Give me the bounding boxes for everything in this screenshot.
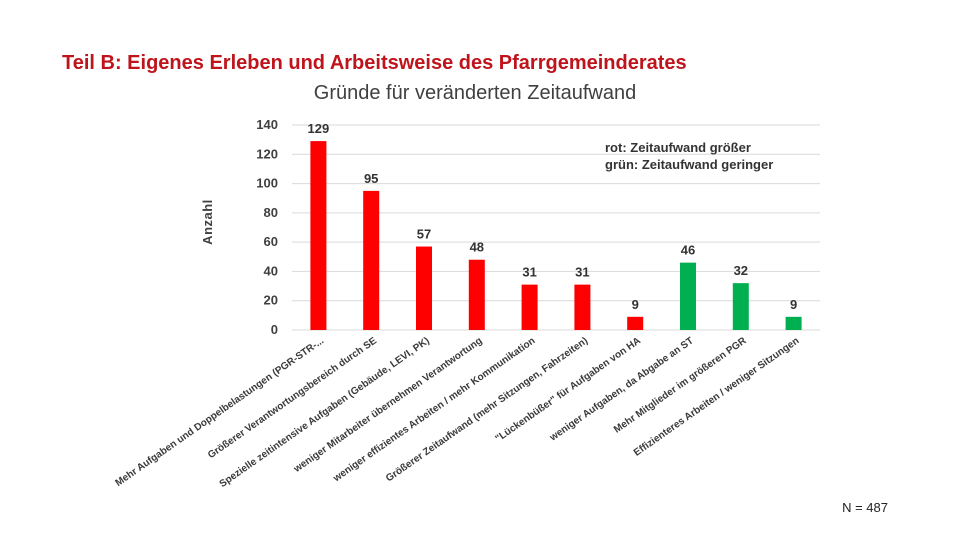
category-labels: Mehr Aufgaben und Doppelbelastungen (PGR… [114,335,802,490]
data-label: 9 [632,297,639,312]
category-label: weniger effizientes Arbeiten / mehr Komm… [331,335,538,484]
y-tick-label: 80 [264,205,278,220]
chart-title: Teil B: Eigenes Erleben und Arbeitsweise… [62,52,687,74]
bars [310,141,802,330]
y-tick-label: 0 [271,322,278,337]
bar [574,284,591,330]
data-label: 9 [790,297,797,312]
legend-red: rot: Zeitaufwand größer [605,140,751,155]
y-tick-label: 40 [264,263,278,278]
y-tick-label: 60 [264,234,278,249]
bar [416,246,432,330]
y-tick-label: 100 [256,176,278,191]
y-axis-ticks: 0 20 40 60 80 100 120 140 [256,117,278,337]
category-label: weniger Mitarbeiter übernehmen Verantwor… [291,335,484,475]
category-label: Größerer Zeitaufwand (mehr Sitzungen, Fa… [384,335,590,484]
bar [468,259,485,330]
data-label: 31 [522,265,536,280]
data-label: 46 [681,243,695,258]
y-tick-label: 120 [256,146,278,161]
data-label: 31 [575,265,589,280]
bar [732,283,749,330]
y-axis-label: Anzahl [200,199,215,245]
bar [363,190,380,330]
bar [627,316,644,330]
bar [521,284,538,330]
sample-size-note: N = 487 [842,500,888,515]
chart-subtitle: Gründe für veränderten Zeitaufwand [313,82,637,104]
data-label: 32 [734,263,748,278]
data-labels: 129 95 57 48 31 31 9 46 32 9 [308,121,798,312]
bar [680,262,696,330]
gridlines [292,124,820,331]
data-label: 129 [308,121,330,136]
bar [785,316,802,330]
y-tick-label: 140 [256,117,278,132]
data-label: 95 [364,171,378,186]
y-tick-label: 20 [264,293,278,308]
data-label: 57 [417,227,431,242]
legend-green: grün: Zeitaufwand geringer [605,157,773,172]
bar [310,141,327,330]
data-label: 48 [470,240,484,255]
